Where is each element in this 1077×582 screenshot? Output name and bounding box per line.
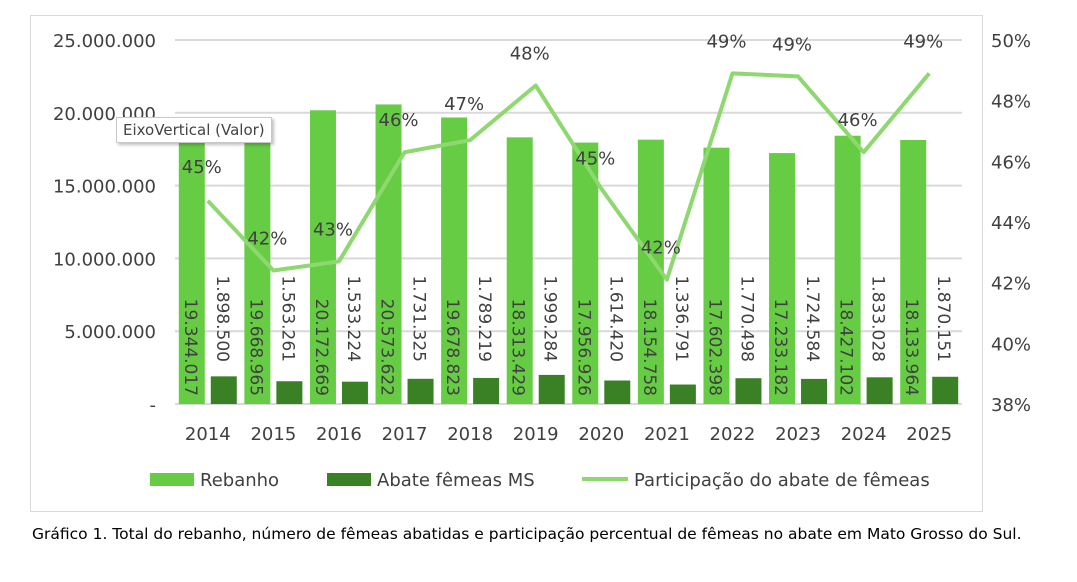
line-data-label: 47% [444,94,484,115]
bar-rebanho [441,117,468,405]
bar-rebanho [769,153,796,404]
line-data-label: 45% [182,157,222,178]
y-left-tick-label: 25.000.000 [53,31,156,52]
bar-label-abate: 1.898.500 [212,275,232,362]
y-right-tick-label: 44% [991,213,1031,234]
line-data-label: 46% [379,110,419,131]
bar-rebanho [375,104,402,405]
x-tick-label: 2022 [710,424,756,445]
bar-abate-femeas [210,376,237,404]
bar-label-rebanho: 18.427.102 [836,299,856,396]
bar-label-rebanho: 19.678.823 [442,299,462,396]
line-participacao [206,71,931,282]
bar-label-abate: 1.614.420 [605,275,625,362]
bar-label-rebanho: 19.668.965 [245,299,265,396]
legend-label: Participação do abate de fêmeas [634,470,930,491]
bar-rebanho [900,139,927,404]
x-tick-label: 2016 [316,424,362,445]
y-right-tick-label: 40% [991,334,1031,355]
bar-label-rebanho: 17.956.926 [573,299,593,396]
line-data-label: 49% [706,31,746,52]
legend-label: Rebanho [200,470,279,491]
bar-label-rebanho: 20.573.622 [377,299,397,396]
bar-rebanho [309,110,336,404]
bar-label-rebanho: 20.172.669 [311,299,331,396]
bar-label-abate: 1.789.219 [474,275,494,362]
bar-abate-femeas [538,374,565,404]
line-data-label: 49% [772,34,812,55]
x-tick-label: 2019 [513,424,559,445]
bar-label-rebanho: 17.233.182 [770,299,790,396]
x-tick-label: 2014 [185,424,231,445]
bar-label-rebanho: 18.133.964 [901,299,921,396]
bar-abate-femeas [473,377,500,404]
bar-abate-femeas [801,378,828,404]
y-right-tick-label: 38% [991,395,1031,416]
line-data-label: 42% [641,238,681,259]
line-data-label: 42% [247,229,287,250]
x-tick-label: 2018 [447,424,493,445]
y-left-tick-label: 5.000.000 [64,322,156,343]
line-data-label: 46% [838,110,878,131]
bar-rebanho [572,142,599,404]
line-data-label: 43% [313,219,353,240]
axis-tooltip: EixoVertical (Valor) [116,117,272,143]
x-tick-label: 2015 [250,424,296,445]
bar-label-rebanho: 17.602.398 [704,299,724,396]
x-tick-label: 2020 [578,424,624,445]
x-tick-label: 2021 [644,424,690,445]
x-tick-label: 2017 [382,424,428,445]
bar-label-rebanho: 18.313.429 [508,299,528,396]
bar-label-abate: 1.770.498 [736,275,756,362]
bar-abate-femeas [866,377,893,404]
bar-abate-femeas [341,381,368,404]
y-right-tick-label: 50% [991,31,1031,52]
y-left-tick-label: 15.000.000 [53,177,156,198]
legend-label: Abate fêmeas MS [377,470,535,491]
y-left-tick-label: - [150,395,157,416]
bar-abate-femeas [735,378,762,404]
bar-rebanho [506,137,533,404]
bar-rebanho [178,122,205,405]
line-data-label: 49% [903,31,943,52]
y-right-tick-label: 48% [991,92,1031,113]
bar-abate-femeas [669,384,696,404]
bar-rebanho [703,147,730,404]
figure-caption: Gráfico 1. Total do rebanho, número de f… [32,525,1022,543]
bar-label-rebanho: 18.154.758 [639,299,659,396]
bar-label-abate: 1.731.325 [409,275,429,362]
bar-abate-femeas [604,380,631,404]
legend-swatch [327,473,371,486]
bar-abate-femeas [276,381,303,404]
line-data-label: 45% [575,149,615,170]
y-right-tick-label: 42% [991,274,1031,295]
bar-abate-femeas [932,376,959,404]
bar-abate-femeas [407,378,434,404]
bar-label-abate: 1.563.261 [277,275,297,362]
y-left-tick-label: 10.000.000 [53,249,156,270]
legend-swatch [150,473,194,486]
bar-label-abate: 1.999.284 [540,275,560,362]
bar-rebanho [834,135,861,404]
bar-label-abate: 1.336.791 [671,275,691,362]
bar-label-abate: 1.533.224 [343,275,363,362]
bar-label-abate: 1.870.151 [933,275,953,362]
bar-label-abate: 1.724.584 [802,275,822,362]
line-data-label: 48% [510,44,550,65]
x-tick-label: 2024 [841,424,887,445]
x-tick-label: 2023 [775,424,821,445]
combo-chart: 19.344.017 1.898.500 19.668.965 1.563.261 20… [30,15,1031,512]
x-tick-label: 2025 [906,424,952,445]
y-right-tick-label: 46% [991,152,1031,173]
bar-label-abate: 1.833.028 [868,275,888,362]
bar-label-rebanho: 19.344.017 [180,299,200,396]
